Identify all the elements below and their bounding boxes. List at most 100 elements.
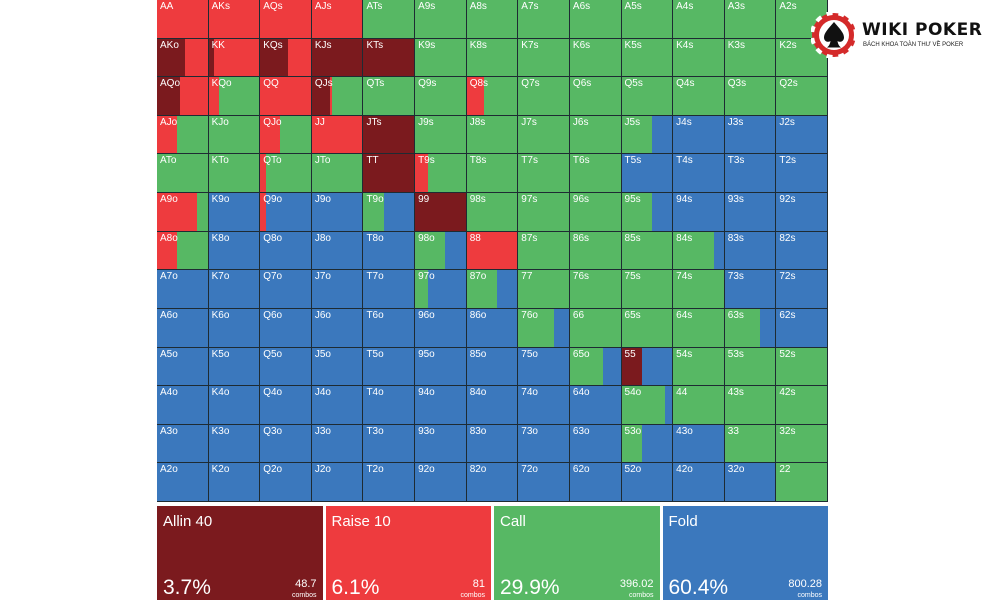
hand-cell[interactable]: T2o — [363, 463, 415, 501]
summary-allin[interactable]: Allin 40 3.7% 48.7 combos — [157, 506, 323, 600]
hand-cell[interactable]: J7s — [518, 115, 569, 154]
hand-cell[interactable]: 76o — [518, 308, 569, 347]
hand-cell[interactable]: 77 — [518, 270, 569, 308]
hand-cell[interactable]: 84o — [466, 386, 518, 424]
hand-cell[interactable]: 42o — [673, 463, 724, 501]
summary-fold[interactable]: Fold 60.4% 800.28 combos — [662, 506, 828, 600]
hand-cell[interactable]: Q2o — [260, 463, 311, 501]
hand-cell[interactable]: 43o — [673, 424, 724, 463]
hand-cell[interactable]: 97s — [518, 193, 569, 231]
hand-cell[interactable]: A8o — [157, 231, 208, 270]
hand-cell[interactable]: Q4s — [673, 77, 724, 115]
hand-cell[interactable]: 75s — [621, 270, 673, 308]
hand-cell[interactable]: A8s — [466, 0, 518, 38]
hand-cell[interactable]: Q5s — [621, 77, 673, 115]
hand-cell[interactable]: Q4o — [260, 386, 311, 424]
hand-cell[interactable]: 73s — [724, 270, 776, 308]
hand-cell[interactable]: A5o — [157, 347, 208, 386]
hand-cell[interactable]: K8s — [466, 38, 518, 77]
hand-cell[interactable]: 83s — [724, 231, 776, 270]
hand-cell[interactable]: J5s — [621, 115, 673, 154]
hand-cell[interactable]: T4s — [673, 154, 724, 193]
hand-cell[interactable]: 94s — [673, 193, 724, 231]
hand-cell[interactable]: K9o — [208, 193, 260, 231]
hand-cell[interactable]: 54o — [621, 386, 673, 424]
hand-cell[interactable]: A9s — [415, 0, 466, 38]
hand-cell[interactable]: A3o — [157, 424, 208, 463]
hand-cell[interactable]: 65o — [569, 347, 621, 386]
hand-cell[interactable]: K9s — [415, 38, 466, 77]
hand-cell[interactable]: J6o — [311, 308, 363, 347]
hand-cell[interactable]: Q3o — [260, 424, 311, 463]
hand-cell[interactable]: 72o — [518, 463, 569, 501]
hand-cell[interactable]: J6s — [569, 115, 621, 154]
hand-cell[interactable]: 94o — [415, 386, 466, 424]
hand-cell[interactable]: Q7s — [518, 77, 569, 115]
hand-cell[interactable]: J3s — [724, 115, 776, 154]
hand-cell[interactable]: 97o — [415, 270, 466, 308]
hand-cell[interactable]: AKs — [208, 0, 260, 38]
hand-cell[interactable]: A4s — [673, 0, 724, 38]
hand-cell[interactable]: A6s — [569, 0, 621, 38]
hand-cell[interactable]: 96s — [569, 193, 621, 231]
hand-cell[interactable]: J8o — [311, 231, 363, 270]
hand-cell[interactable]: KTo — [208, 154, 260, 193]
hand-cell[interactable]: 87o — [466, 270, 518, 308]
hand-cell[interactable]: 95o — [415, 347, 466, 386]
hand-cell[interactable]: Q6s — [569, 77, 621, 115]
hand-cell[interactable]: 92o — [415, 463, 466, 501]
hand-cell[interactable]: 96o — [415, 308, 466, 347]
hand-cell[interactable]: 76s — [569, 270, 621, 308]
hand-cell[interactable]: 74o — [518, 386, 569, 424]
hand-cell[interactable]: 32s — [776, 424, 827, 463]
hand-cell[interactable]: TT — [363, 154, 415, 193]
hand-cell[interactable]: 33 — [724, 424, 776, 463]
hand-cell[interactable]: 32o — [724, 463, 776, 501]
hand-cell[interactable]: T4o — [363, 386, 415, 424]
hand-cell[interactable]: AJo — [157, 115, 208, 154]
hand-cell[interactable]: 54s — [673, 347, 724, 386]
hand-cell[interactable]: K4o — [208, 386, 260, 424]
hand-cell[interactable]: 86o — [466, 308, 518, 347]
hand-cell[interactable]: T7o — [363, 270, 415, 308]
hand-cell[interactable]: 53o — [621, 424, 673, 463]
hand-cell[interactable]: 85o — [466, 347, 518, 386]
hand-cell[interactable]: 99 — [415, 193, 466, 231]
hand-cell[interactable]: T8o — [363, 231, 415, 270]
hand-cell[interactable]: J2o — [311, 463, 363, 501]
hand-cell[interactable]: A4o — [157, 386, 208, 424]
hand-cell[interactable]: K7o — [208, 270, 260, 308]
hand-cell[interactable]: T9o — [363, 193, 415, 231]
hand-cell[interactable]: 86s — [569, 231, 621, 270]
summary-raise[interactable]: Raise 10 6.1% 81 combos — [325, 506, 491, 600]
hand-cell[interactable]: JJ — [311, 115, 363, 154]
hand-cell[interactable]: K4s — [673, 38, 724, 77]
hand-cell[interactable]: J8s — [466, 115, 518, 154]
hand-cell[interactable]: T6o — [363, 308, 415, 347]
hand-cell[interactable]: 87s — [518, 231, 569, 270]
hand-cell[interactable]: 64s — [673, 308, 724, 347]
hand-cell[interactable]: 53s — [724, 347, 776, 386]
hand-cell[interactable]: J9o — [311, 193, 363, 231]
hand-cell[interactable]: JTs — [363, 115, 415, 154]
hand-cell[interactable]: 82s — [776, 231, 827, 270]
hand-cell[interactable]: K6o — [208, 308, 260, 347]
hand-cell[interactable]: 65s — [621, 308, 673, 347]
hand-cell[interactable]: A7s — [518, 0, 569, 38]
hand-cell[interactable]: Q8s — [466, 77, 518, 115]
hand-cell[interactable]: K2o — [208, 463, 260, 501]
hand-cell[interactable]: J3o — [311, 424, 363, 463]
hand-cell[interactable]: QTo — [260, 154, 311, 193]
hand-cell[interactable]: JTo — [311, 154, 363, 193]
hand-cell[interactable]: 52s — [776, 347, 827, 386]
hand-cell[interactable]: A5s — [621, 0, 673, 38]
hand-cell[interactable]: 66 — [569, 308, 621, 347]
hand-cell[interactable]: Q7o — [260, 270, 311, 308]
hand-cell[interactable]: 84s — [673, 231, 724, 270]
hand-cell[interactable]: Q9s — [415, 77, 466, 115]
hand-cell[interactable]: 52o — [621, 463, 673, 501]
hand-cell[interactable]: 55 — [621, 347, 673, 386]
hand-cell[interactable]: KJo — [208, 115, 260, 154]
hand-cell[interactable]: QQ — [260, 77, 311, 115]
hand-cell[interactable]: 88 — [466, 231, 518, 270]
